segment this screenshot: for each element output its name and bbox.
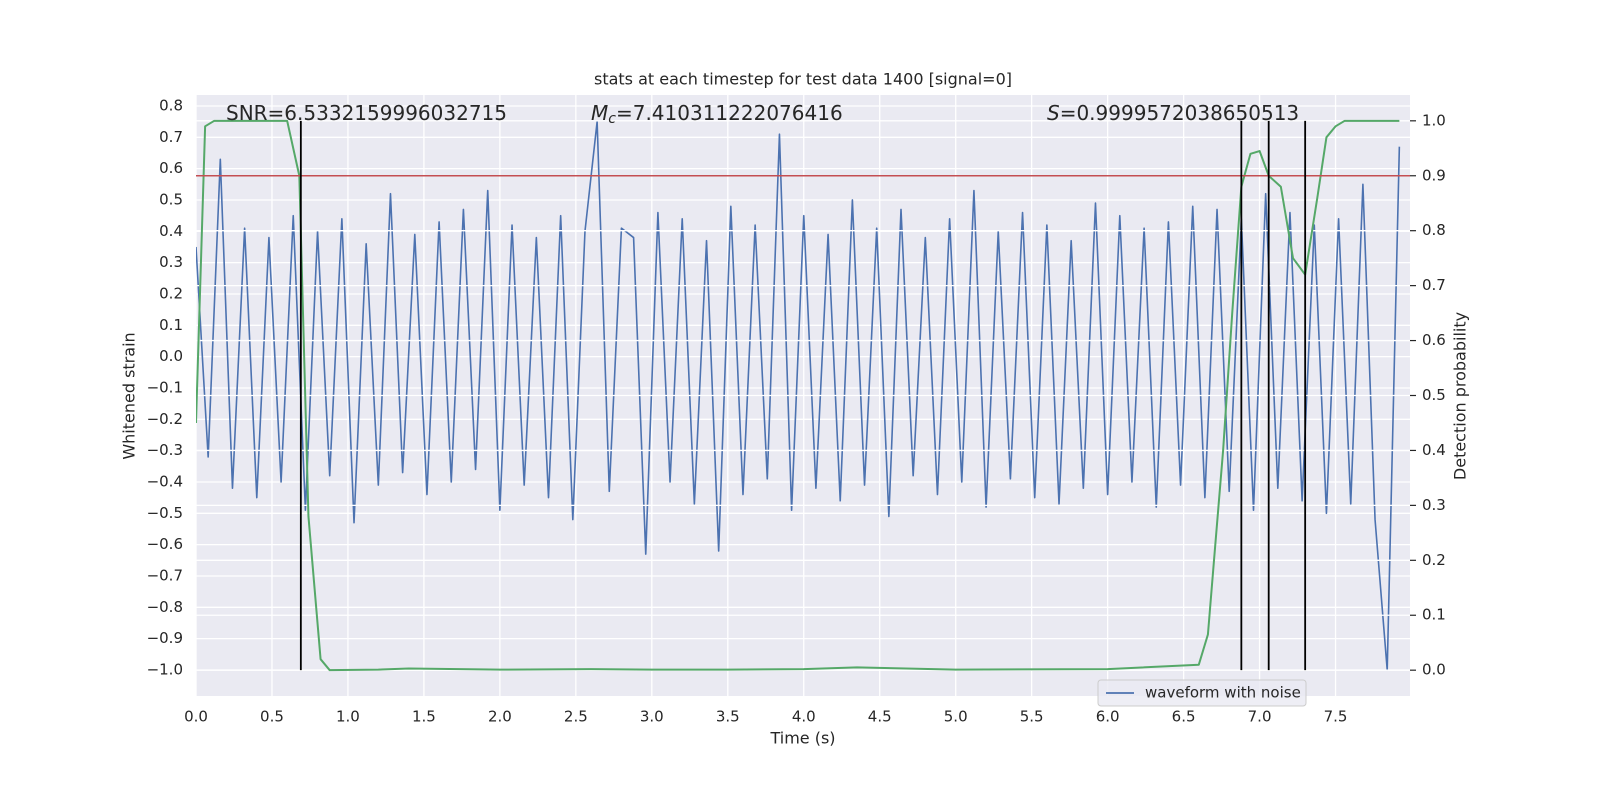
y2-tick-label: 0.5 [1422, 386, 1446, 404]
y-axis-label: Whitened strain [120, 332, 139, 459]
x-tick-label: 5.5 [1020, 708, 1044, 726]
x-tick-label: 5.0 [944, 708, 968, 726]
annotation-symbol: S [1047, 101, 1060, 125]
chart-title: stats at each timestep for test data 140… [594, 70, 1012, 89]
y-tick-label: 0.3 [159, 253, 183, 271]
y-tick-label: 0.4 [159, 222, 183, 240]
annotation-subscript: c [608, 111, 616, 127]
legend-label: waveform with noise [1145, 684, 1301, 702]
y2-axis-label: Detection probability [1451, 312, 1470, 480]
y-tick-label: −0.2 [147, 410, 183, 428]
annotation-symbol: M [591, 101, 608, 125]
series-line [196, 120, 1401, 671]
annotation-text: =7.410311222076416 [616, 101, 843, 125]
x-tick-label: 1.5 [412, 708, 436, 726]
y2-tick-label: 0.6 [1422, 331, 1446, 349]
y-tick-label: 0.7 [159, 128, 183, 146]
y2-tick-label: 0.8 [1422, 221, 1446, 239]
y-tick-label: 0.2 [159, 284, 183, 302]
annotation-text: SNR=6.5332159996032715 [226, 101, 507, 125]
y-tick-label: 0.6 [159, 159, 183, 177]
annotation: Mc=7.410311222076416 [591, 101, 843, 128]
y-tick-label: 0.0 [159, 347, 183, 365]
annotation: SNR=6.5332159996032715 [226, 101, 507, 125]
y-tick-label: 0.1 [159, 316, 183, 334]
x-tick-label: 0.5 [260, 708, 284, 726]
x-tick-label: 3.5 [716, 708, 740, 726]
x-tick-label: 4.0 [792, 708, 816, 726]
y-tick-label: 0.5 [159, 190, 183, 208]
y2-tick-label: 0.2 [1422, 551, 1446, 569]
y-tick-label: 0.8 [159, 96, 183, 114]
y-tick-label: −0.4 [147, 472, 183, 490]
y2-tick-label: 1.0 [1422, 111, 1446, 129]
x-axis-label: Time (s) [769, 729, 835, 748]
annotation: S=0.9999572038650513 [1047, 101, 1299, 125]
legend-box [1097, 679, 1307, 707]
x-tick-label: 7.0 [1248, 708, 1272, 726]
x-tick-label: 7.5 [1324, 708, 1348, 726]
x-tick-label: 2.5 [564, 708, 588, 726]
y2-tick-label: 0.4 [1422, 441, 1446, 459]
y2-tick-label: 0.1 [1422, 606, 1446, 624]
x-tick-label: 2.0 [488, 708, 512, 726]
x-tick-label: 4.5 [868, 708, 892, 726]
y-tick-label: −0.6 [147, 535, 183, 553]
y-tick-label: −0.7 [147, 566, 183, 584]
y-tick-label: −0.8 [147, 598, 183, 616]
x-tick-label: 1.0 [336, 708, 360, 726]
x-tick-label: 0.0 [184, 708, 208, 726]
y-tick-label: −1.0 [147, 660, 183, 678]
y2-tick-label: 0.9 [1422, 166, 1446, 184]
y2-tick-label: 0.0 [1422, 661, 1446, 679]
x-tick-label: 6.5 [1172, 708, 1196, 726]
y-tick-label: −0.5 [147, 504, 183, 522]
x-tick-label: 6.0 [1096, 708, 1120, 726]
annotation-text: =0.9999572038650513 [1060, 101, 1299, 125]
y2-tick-label: 0.3 [1422, 496, 1446, 514]
y-tick-label: −0.1 [147, 378, 183, 396]
y-tick-label: −0.3 [147, 441, 183, 459]
y2-tick-label: 0.7 [1422, 276, 1446, 294]
x-tick-label: 3.0 [640, 708, 664, 726]
y-tick-label: −0.9 [147, 629, 183, 647]
plot-layer [196, 119, 1410, 672]
